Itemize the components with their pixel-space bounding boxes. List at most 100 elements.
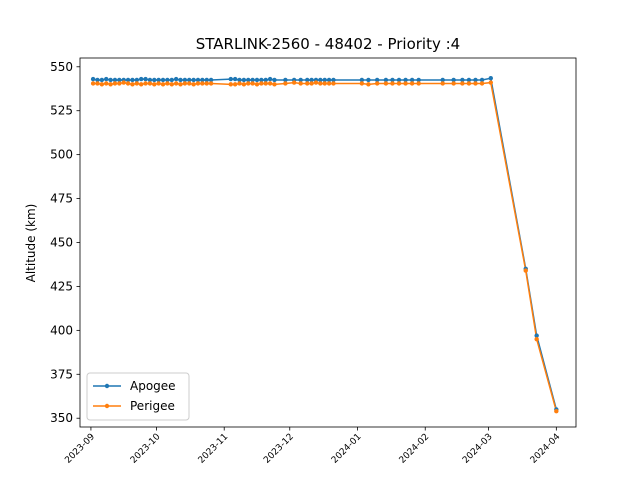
point-perigee-10 xyxy=(134,81,140,86)
point-apogee-25 xyxy=(200,77,205,83)
point-perigee-46 xyxy=(322,81,327,86)
point-apogee-41 xyxy=(298,77,303,83)
point-perigee-4 xyxy=(108,82,113,87)
point-apogee-29 xyxy=(232,76,238,82)
point-perigee-44 xyxy=(313,80,319,85)
point-apogee-22 xyxy=(187,77,192,83)
y-tick-label-2: 400 xyxy=(50,323,73,337)
point-apogee-49 xyxy=(359,77,365,83)
point-perigee-7 xyxy=(121,80,126,85)
point-apogee-63 xyxy=(479,77,485,83)
point-apogee-4 xyxy=(108,77,113,83)
point-apogee-38 xyxy=(272,77,277,83)
point-perigee-8 xyxy=(125,81,131,86)
point-apogee-28 xyxy=(228,76,233,82)
point-perigee-48 xyxy=(331,81,336,86)
point-apogee-24 xyxy=(195,77,201,83)
legend-label-perigee: Perigee xyxy=(130,399,175,413)
point-apogee-46 xyxy=(322,77,327,83)
legend-marker-perigee xyxy=(104,403,110,409)
point-apogee-26 xyxy=(204,77,209,83)
point-perigee-40 xyxy=(291,80,297,85)
point-apogee-10 xyxy=(134,77,140,83)
y-axis-label: Altitude (km) xyxy=(24,204,38,283)
point-perigee-39 xyxy=(283,81,288,86)
point-perigee-12 xyxy=(143,81,148,86)
point-apogee-64 xyxy=(488,76,493,81)
point-perigee-50 xyxy=(366,82,371,87)
point-apogee-14 xyxy=(152,77,157,83)
point-perigee-59 xyxy=(451,81,456,86)
point-perigee-26 xyxy=(204,81,209,86)
point-perigee-41 xyxy=(298,81,303,86)
point-perigee-20 xyxy=(178,82,183,87)
point-apogee-20 xyxy=(178,77,183,83)
legend-label-apogee: Apogee xyxy=(130,379,176,393)
point-apogee-21 xyxy=(182,77,188,83)
point-perigee-28 xyxy=(228,82,233,87)
point-perigee-51 xyxy=(374,81,380,86)
point-apogee-42 xyxy=(305,77,310,83)
point-apogee-0 xyxy=(90,76,96,82)
point-perigee-25 xyxy=(200,81,205,86)
point-perigee-3 xyxy=(104,81,109,86)
point-perigee-6 xyxy=(117,81,122,86)
y-tick-label-8: 550 xyxy=(50,60,73,74)
point-apogee-31 xyxy=(241,77,247,83)
point-apogee-39 xyxy=(283,77,288,83)
point-apogee-8 xyxy=(125,77,131,83)
point-perigee-33 xyxy=(250,81,255,86)
y-tick-label-3: 425 xyxy=(50,279,73,293)
y-tick-label-5: 475 xyxy=(50,192,73,206)
point-apogee-45 xyxy=(318,77,323,83)
point-apogee-35 xyxy=(259,77,264,83)
series-markers xyxy=(90,76,559,414)
point-perigee-53 xyxy=(390,81,395,86)
point-perigee-1 xyxy=(95,81,100,86)
point-perigee-13 xyxy=(147,81,153,86)
y-tick-label-0: 350 xyxy=(50,411,73,425)
point-apogee-58 xyxy=(440,77,445,83)
point-apogee-19 xyxy=(173,76,179,82)
point-perigee-64 xyxy=(488,80,493,85)
point-apogee-47 xyxy=(326,77,332,83)
point-perigee-36 xyxy=(263,81,268,86)
point-apogee-16 xyxy=(160,77,166,83)
point-apogee-55 xyxy=(403,77,408,83)
point-perigee-52 xyxy=(383,81,389,86)
point-perigee-38 xyxy=(272,82,277,87)
point-perigee-45 xyxy=(318,81,323,86)
point-perigee-54 xyxy=(396,81,402,86)
chart-title: STARLINK-2560 - 48402 - Priority :4 xyxy=(196,35,460,53)
point-perigee-31 xyxy=(241,82,247,87)
point-apogee-34 xyxy=(254,77,260,83)
point-apogee-66 xyxy=(534,333,539,338)
point-perigee-37 xyxy=(267,81,273,86)
point-perigee-14 xyxy=(152,82,157,87)
point-perigee-0 xyxy=(90,81,96,86)
point-apogee-12 xyxy=(143,76,148,82)
point-perigee-5 xyxy=(112,81,118,86)
point-apogee-36 xyxy=(263,77,268,83)
point-perigee-16 xyxy=(160,82,166,87)
point-apogee-32 xyxy=(246,77,251,83)
point-perigee-23 xyxy=(191,82,196,87)
point-perigee-49 xyxy=(359,81,365,86)
point-apogee-9 xyxy=(130,77,135,83)
point-perigee-2 xyxy=(99,82,105,87)
point-perigee-43 xyxy=(309,81,314,86)
point-apogee-37 xyxy=(267,76,273,82)
point-apogee-54 xyxy=(396,77,402,83)
point-apogee-43 xyxy=(309,77,314,83)
point-perigee-58 xyxy=(440,81,445,86)
point-apogee-1 xyxy=(95,77,100,83)
point-perigee-27 xyxy=(208,81,214,86)
point-apogee-51 xyxy=(374,77,380,83)
point-perigee-34 xyxy=(254,82,260,87)
point-apogee-23 xyxy=(191,77,196,83)
point-apogee-2 xyxy=(99,77,105,83)
point-perigee-65 xyxy=(523,268,528,273)
point-perigee-35 xyxy=(259,81,264,86)
point-perigee-24 xyxy=(195,81,201,86)
point-perigee-9 xyxy=(130,82,135,87)
